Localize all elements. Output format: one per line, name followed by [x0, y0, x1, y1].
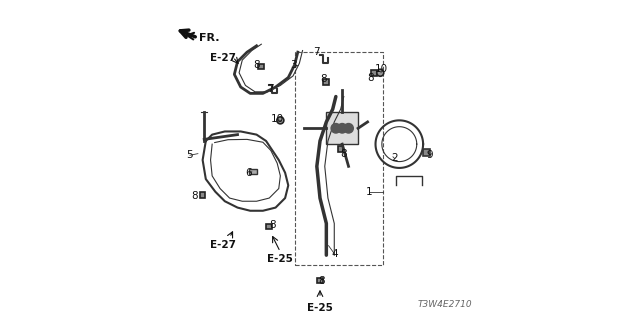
Text: 8: 8: [253, 60, 260, 70]
Text: 2: 2: [391, 153, 398, 164]
Bar: [338, 146, 344, 152]
Bar: [266, 224, 272, 229]
Bar: [200, 192, 205, 198]
Text: 10: 10: [375, 64, 388, 74]
Text: E-25: E-25: [307, 302, 333, 313]
Bar: [248, 169, 257, 174]
Text: T3W4E2710: T3W4E2710: [418, 300, 472, 309]
Text: 4: 4: [331, 249, 337, 259]
Text: 8: 8: [320, 74, 326, 84]
Bar: [323, 79, 329, 85]
Bar: [371, 70, 377, 76]
Text: 7: 7: [314, 47, 320, 57]
Text: E-27: E-27: [211, 240, 236, 250]
Text: 7: 7: [268, 84, 274, 94]
Circle shape: [377, 69, 384, 76]
Text: E-25: E-25: [268, 254, 293, 264]
Text: 10: 10: [271, 114, 284, 124]
Text: 8: 8: [340, 149, 347, 159]
Text: E-27: E-27: [211, 53, 236, 63]
Text: 3: 3: [290, 60, 296, 70]
Circle shape: [344, 124, 353, 133]
Bar: [294, 52, 383, 265]
Bar: [317, 278, 323, 284]
Bar: [423, 148, 429, 156]
Circle shape: [331, 124, 340, 133]
Text: 8: 8: [191, 191, 198, 202]
Text: FR.: FR.: [187, 33, 220, 43]
Text: 9: 9: [426, 150, 433, 160]
Text: 5: 5: [187, 150, 193, 160]
Circle shape: [277, 117, 284, 124]
Bar: [259, 64, 264, 69]
Text: 8: 8: [269, 220, 276, 230]
Text: 8: 8: [318, 276, 325, 285]
Bar: [326, 112, 358, 144]
Text: 6: 6: [245, 168, 252, 178]
Circle shape: [337, 124, 347, 133]
Text: 8: 8: [367, 73, 374, 83]
Text: 1: 1: [366, 187, 372, 197]
